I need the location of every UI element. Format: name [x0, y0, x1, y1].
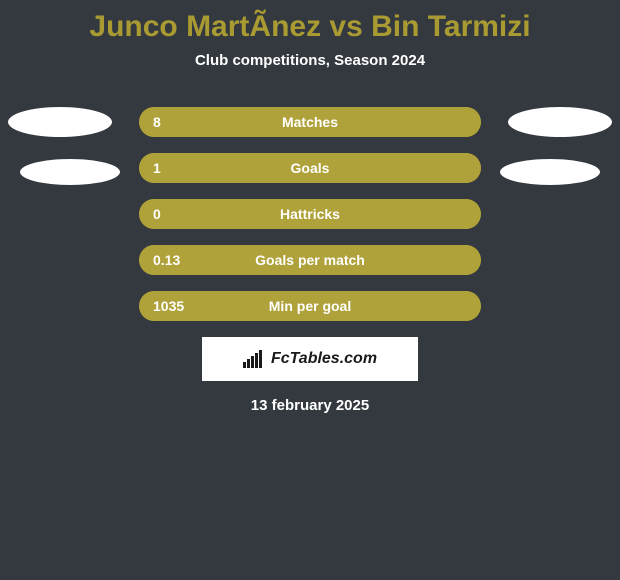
- player-left-avatar: [20, 159, 120, 185]
- stats-area: 8 Matches 1 Goals 0 Hattricks 0.13 Goals…: [0, 107, 620, 414]
- stat-row-matches: 8 Matches: [139, 107, 481, 137]
- stat-value: 0.13: [153, 252, 180, 268]
- stat-row-min-per-goal: 1035 Min per goal: [139, 291, 481, 321]
- stat-row-goals: 1 Goals: [139, 153, 481, 183]
- stat-label: Matches: [282, 114, 338, 130]
- brand-box: FcTables.com: [202, 337, 418, 381]
- subtitle: Club competitions, Season 2024: [0, 52, 620, 69]
- stat-value: 1: [153, 160, 161, 176]
- brand-text: FcTables.com: [271, 350, 377, 368]
- stat-label: Goals per match: [255, 252, 365, 268]
- stat-value: 0: [153, 206, 161, 222]
- player-right-avatar: [500, 159, 600, 185]
- stat-row-goals-per-match: 0.13 Goals per match: [139, 245, 481, 275]
- stat-value: 1035: [153, 298, 184, 314]
- date-text: 13 february 2025: [0, 397, 620, 414]
- chart-bars-icon: [243, 350, 265, 368]
- comparison-infographic: Junco MartÃ­nez vs Bin Tarmizi Club comp…: [0, 0, 620, 580]
- player-right-avatar-shadow: [508, 107, 612, 137]
- stat-row-hattricks: 0 Hattricks: [139, 199, 481, 229]
- stat-value: 8: [153, 114, 161, 130]
- stat-label: Goals: [291, 160, 330, 176]
- player-left-avatar-shadow: [8, 107, 112, 137]
- stat-label: Min per goal: [269, 298, 351, 314]
- stat-label: Hattricks: [280, 206, 340, 222]
- page-title: Junco MartÃ­nez vs Bin Tarmizi: [0, 0, 620, 52]
